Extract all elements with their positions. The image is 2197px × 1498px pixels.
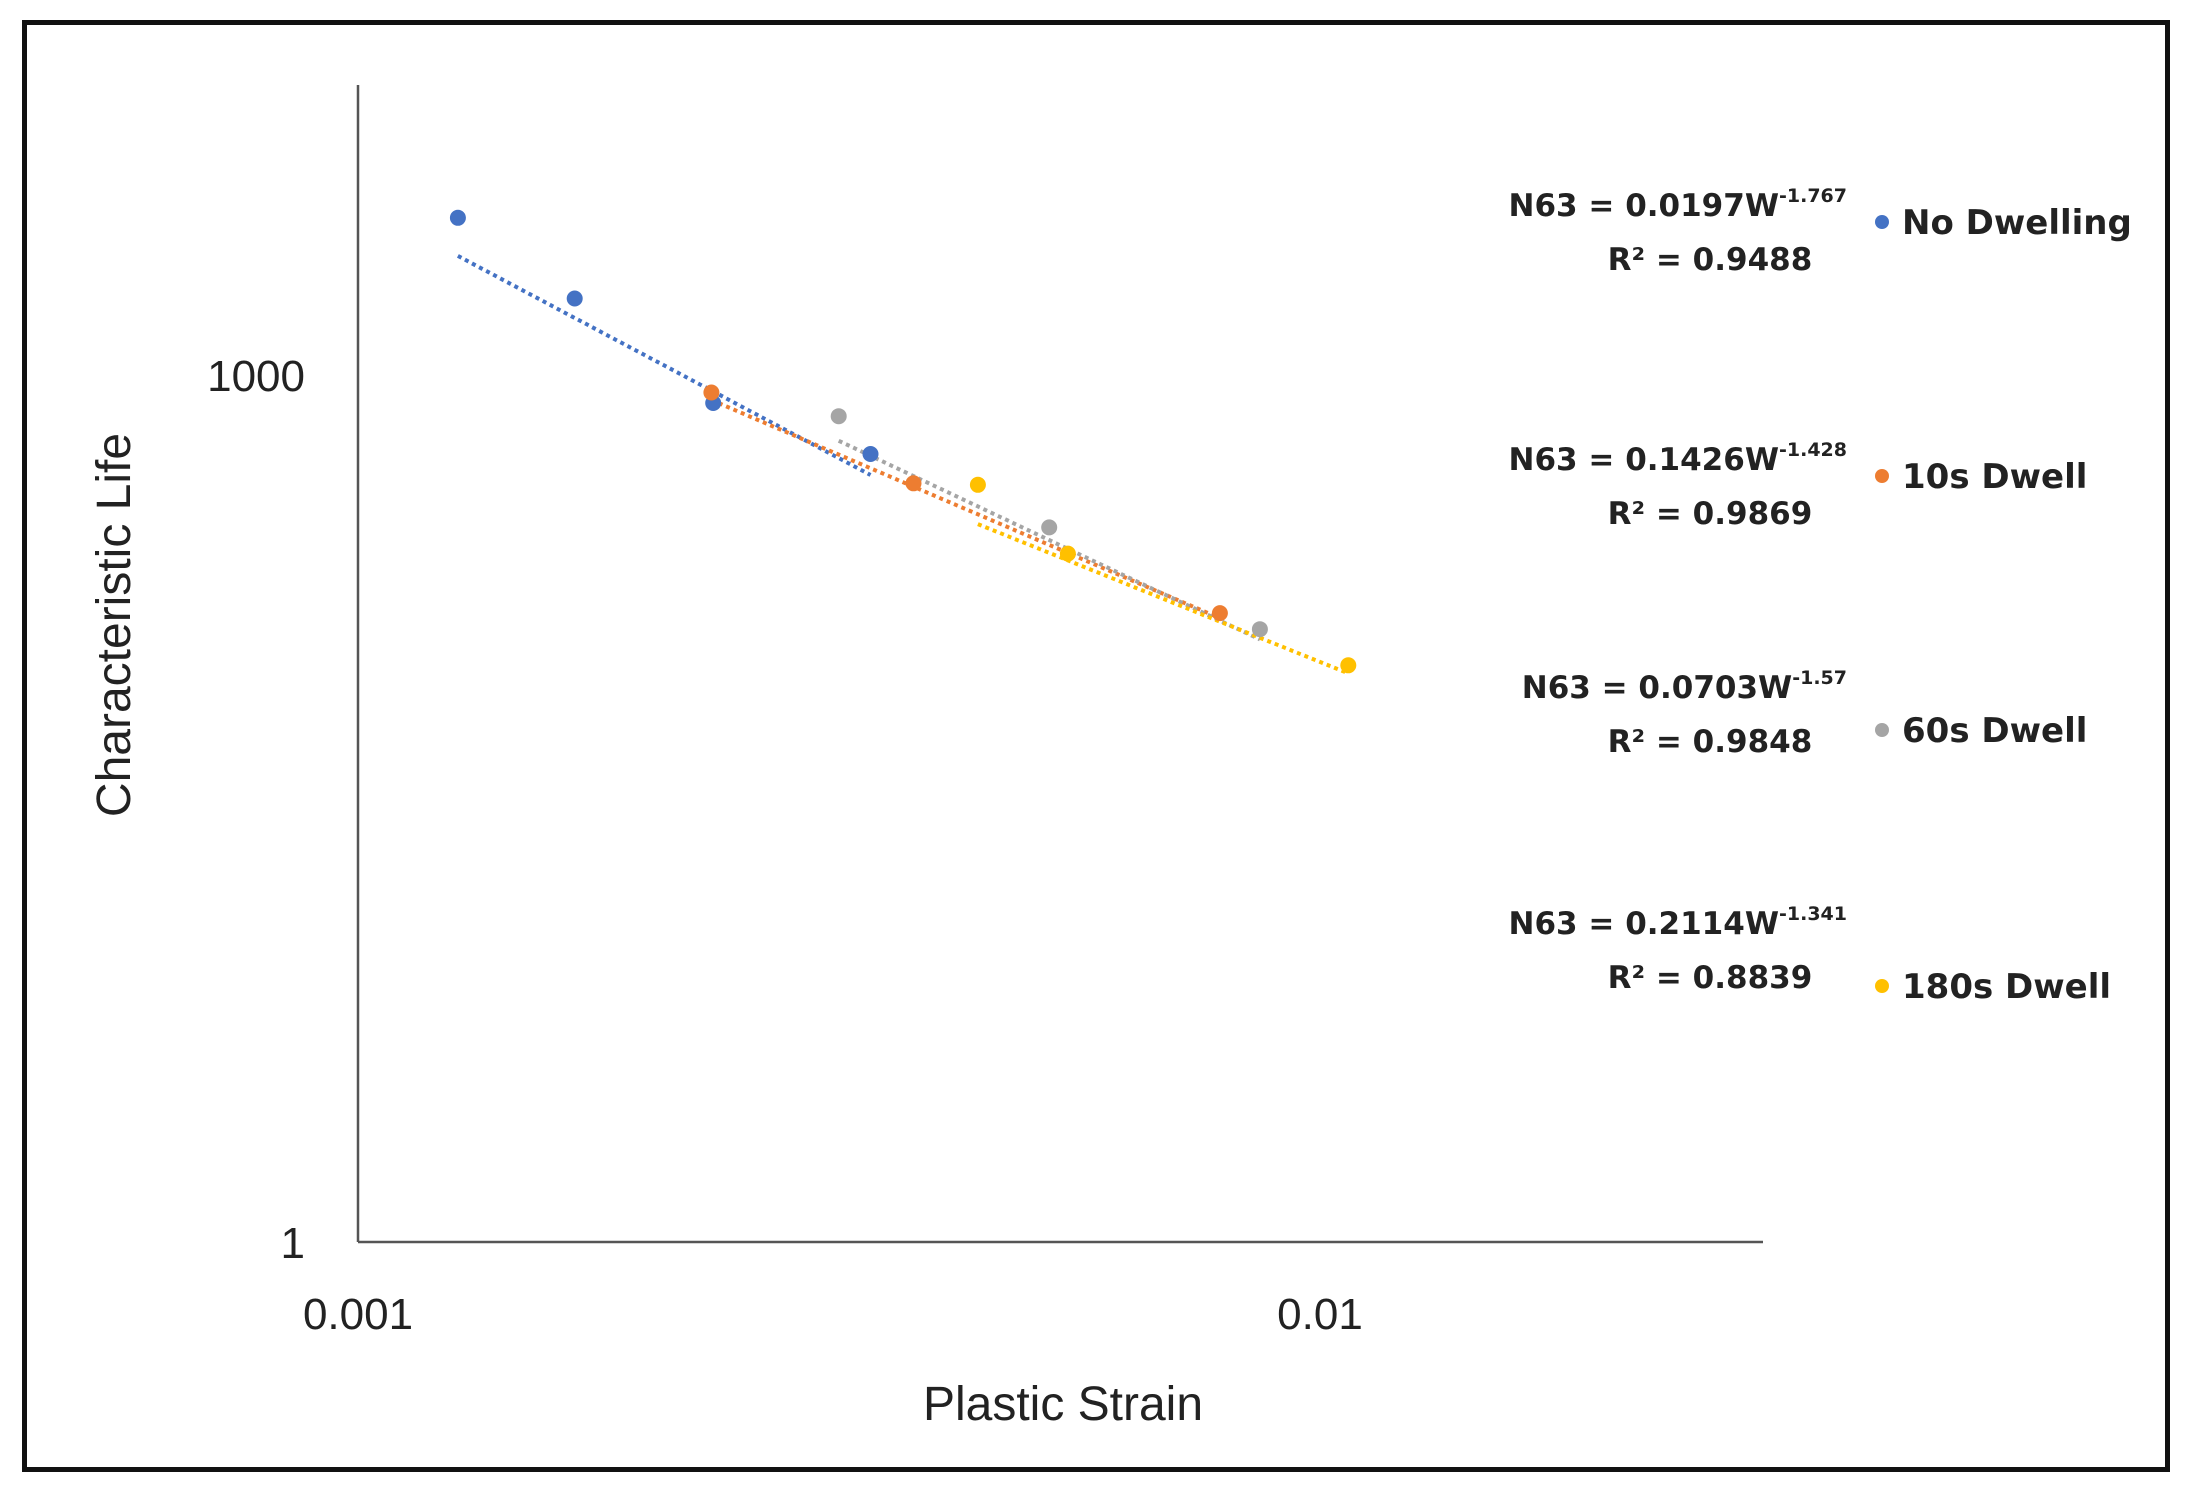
x-tick-label: 0.01 (1277, 1290, 1363, 1339)
r-squared-label: R² = 0.9488 (1608, 242, 1813, 278)
r-squared-label: R² = 0.8839 (1608, 960, 1813, 996)
legend: No Dwelling N63 = 0.0197W-1.767 R² = 0.948… (1509, 185, 2132, 1007)
legend-label: No Dwelling (1902, 203, 2132, 243)
tick-labels: 0.001 0.01 1 1000 (207, 352, 1363, 1339)
trendline (837, 438, 1261, 642)
data-point (905, 475, 922, 492)
legend-marker (1875, 723, 1889, 737)
trendline (456, 254, 872, 477)
trendlines (456, 254, 1350, 676)
y-axis-title: Characteristic Life (88, 433, 141, 817)
data-point (969, 476, 986, 493)
r-squared-label: R² = 0.9848 (1608, 724, 1813, 760)
data-point (830, 408, 847, 425)
data-point (566, 290, 583, 307)
r-squared-label: R² = 0.9869 (1608, 496, 1813, 532)
data-points (449, 209, 1357, 674)
chart-frame: 0.001 0.01 1 1000 Plastic Strain Characteri… (22, 20, 2170, 1472)
legend-marker (1875, 979, 1889, 993)
chart-svg: 0.001 0.01 1 1000 Plastic Strain Characteri… (88, 85, 2132, 1431)
data-point (862, 446, 879, 462)
x-tick-label: 0.001 (303, 1290, 413, 1339)
data-point (1041, 519, 1058, 536)
trend-equation: N63 = 0.0197W-1.767 (1509, 185, 1847, 224)
legend-label: 60s Dwell (1902, 711, 2087, 751)
data-point (1340, 657, 1357, 674)
legend-marker (1875, 469, 1889, 483)
y-tick-label: 1 (281, 1219, 305, 1268)
legend-marker (1875, 215, 1889, 229)
data-point (1211, 605, 1228, 622)
x-axis-title: Plastic Strain (923, 1378, 1203, 1431)
data-point (1059, 545, 1076, 562)
trend-equation: N63 = 0.0703W-1.57 (1522, 667, 1847, 706)
data-point (1251, 621, 1268, 638)
trend-equation: N63 = 0.2114W-1.341 (1509, 903, 1847, 942)
y-tick-label: 1000 (207, 352, 305, 401)
data-point (703, 384, 720, 401)
legend-label: 180s Dwell (1902, 967, 2111, 1007)
data-point (449, 209, 466, 226)
trend-equation: N63 = 0.1426W-1.428 (1509, 439, 1847, 478)
legend-label: 10s Dwell (1902, 457, 2087, 497)
trendline (977, 522, 1350, 676)
